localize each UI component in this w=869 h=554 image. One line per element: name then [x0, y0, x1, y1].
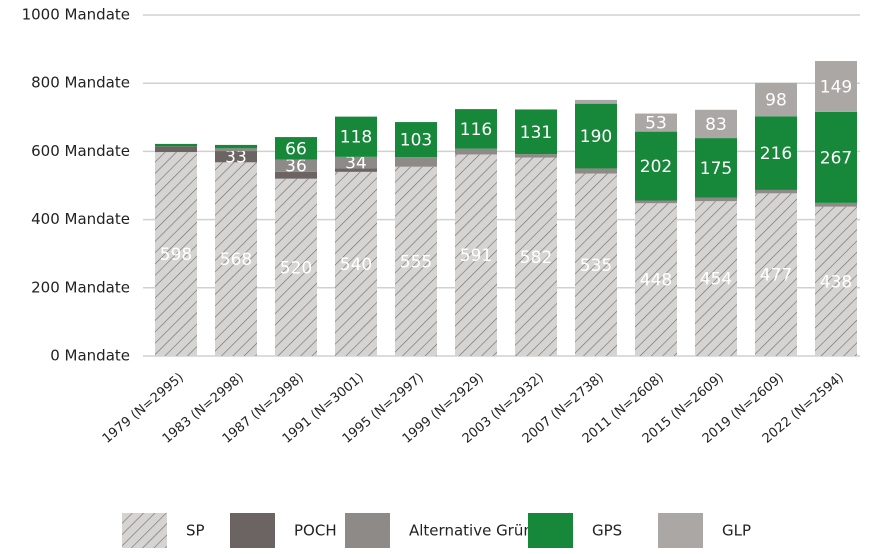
data-label: 448 [640, 271, 672, 291]
bar-segment [815, 111, 857, 203]
legend-label: Alternative Grüne [409, 522, 542, 540]
bar-segment [815, 61, 857, 112]
data-label: 568 [220, 250, 252, 270]
bar-segment [815, 206, 857, 356]
bar-segment [395, 157, 437, 167]
bar-segment [155, 152, 197, 356]
data-label: 267 [820, 148, 852, 168]
bar-segment [275, 137, 317, 160]
data-label: 520 [280, 258, 312, 278]
data-label: 535 [580, 256, 612, 276]
bar-segment [215, 148, 257, 152]
data-label: 591 [460, 246, 492, 266]
legend-swatch [122, 513, 167, 548]
data-label: 36 [285, 157, 307, 177]
data-label: 149 [820, 77, 852, 97]
bar-segment [695, 197, 737, 202]
bar-segment [755, 189, 797, 194]
legend-label: GPS [592, 522, 622, 540]
bar-segment [155, 143, 197, 147]
bar-segment [755, 193, 797, 356]
bar-segment [335, 116, 377, 157]
bar-segment [275, 159, 317, 172]
bar-segment [215, 144, 257, 149]
bar-segment [215, 151, 257, 163]
bar-segment [215, 162, 257, 356]
bar-segment [275, 178, 317, 356]
y-tick-label: 1000 Mandate [22, 6, 130, 24]
legend-swatch [345, 513, 390, 548]
bar-segment [515, 109, 557, 155]
data-label: 118 [340, 128, 372, 148]
legend-swatch [658, 513, 703, 548]
bar-segment [755, 116, 797, 190]
y-tick-label: 800 Mandate [31, 74, 130, 92]
bar-segment [575, 173, 617, 356]
legend-label: POCH [294, 522, 337, 540]
bar-segment [755, 82, 797, 117]
data-label: 598 [160, 245, 192, 265]
bar-segment [515, 154, 557, 158]
data-label: 454 [700, 270, 732, 290]
y-tick-label: 0 Mandate [50, 347, 130, 365]
data-label: 555 [400, 252, 432, 272]
bar-segment [695, 109, 737, 139]
legend-swatch [230, 513, 275, 548]
bar-segment [695, 138, 737, 198]
data-label: 66 [285, 139, 307, 159]
bar-segment [455, 154, 497, 356]
bar-segment [635, 200, 677, 204]
bar-segment [335, 171, 377, 356]
bar-segment [695, 201, 737, 356]
data-label: 582 [520, 248, 552, 268]
data-label: 438 [820, 272, 852, 292]
data-label: 53 [645, 114, 667, 134]
bar-segment [155, 146, 197, 153]
data-label: 83 [705, 115, 727, 135]
data-label: 131 [520, 123, 552, 143]
data-label: 477 [760, 266, 792, 286]
bar-segment [455, 148, 497, 155]
y-tick-label: 200 Mandate [31, 278, 130, 296]
bar-segment [335, 168, 377, 172]
data-label: 175 [700, 159, 732, 179]
data-label: 216 [760, 144, 792, 164]
bar-segment [275, 171, 317, 179]
legend-label: SP [186, 522, 205, 540]
bar-segment [635, 113, 677, 132]
data-label: 34 [345, 154, 367, 174]
bar-segment [455, 109, 497, 149]
y-tick-label: 400 Mandate [31, 210, 130, 228]
bar-segment [575, 168, 617, 174]
bar-segment [575, 99, 617, 104]
bar-segment [515, 157, 557, 356]
y-tick-label: 600 Mandate [31, 142, 130, 160]
bar-segment [815, 202, 857, 207]
legend-swatch [528, 513, 573, 548]
data-label: 103 [400, 131, 432, 151]
data-label: 33 [225, 148, 247, 168]
bar-segment [635, 203, 677, 356]
data-label: 98 [765, 91, 787, 111]
legend-label: GLP [722, 522, 751, 540]
bar-segment [575, 103, 617, 169]
bar-segment [635, 131, 677, 201]
bar-segment [335, 156, 377, 169]
bar-segment [395, 166, 437, 356]
data-label: 190 [580, 127, 612, 147]
data-label: 202 [640, 157, 672, 177]
bar-segment [395, 122, 437, 158]
data-label: 116 [460, 120, 492, 140]
data-label: 540 [340, 255, 372, 275]
